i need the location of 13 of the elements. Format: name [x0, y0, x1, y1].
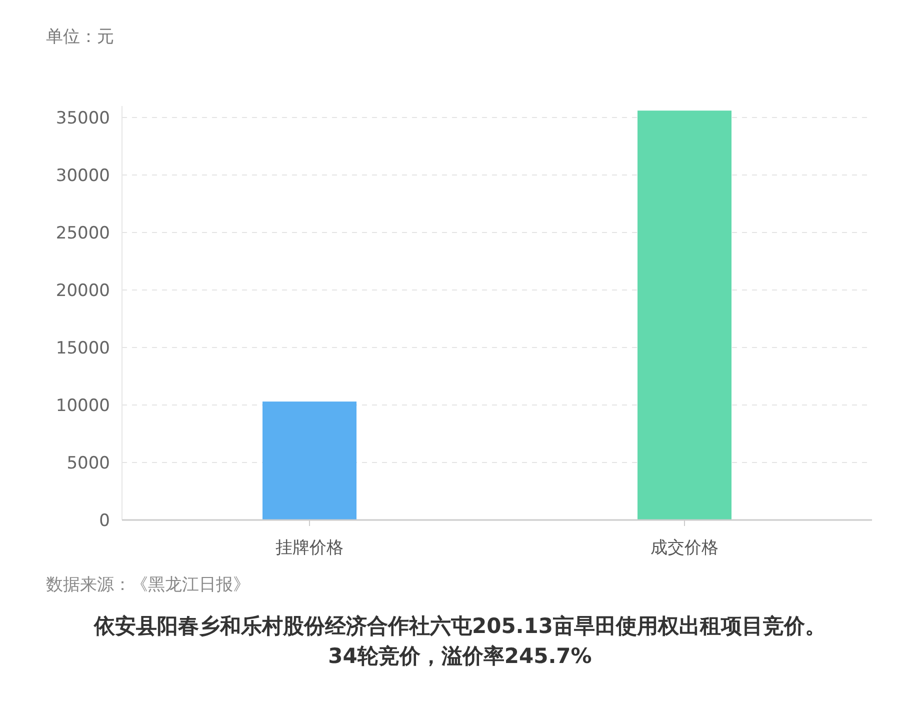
- y-tick-label: 0: [99, 511, 110, 531]
- y-tick-label: 35000: [56, 108, 110, 128]
- y-tick-label: 30000: [56, 166, 110, 186]
- source-note: 数据来源：《黑龙江日报》: [46, 575, 250, 595]
- text: 依安县阳春乡和乐村股份经济合作社六屯205.13亩旱田使用权出租项目竞价。34轮竞价，溢价率245.7%: [92, 614, 826, 668]
- y-tick-label: 10000: [56, 396, 110, 416]
- y-tick-label: 20000: [56, 281, 110, 301]
- y-tick-label: 5000: [66, 454, 110, 474]
- y-tick-label: 25000: [56, 224, 110, 244]
- y-axis-title: 单位：元: [46, 27, 114, 47]
- x-tick-label: 成交价格: [650, 538, 718, 558]
- x-tick-label: 挂牌价格: [276, 538, 344, 558]
- y-tick-label: 15000: [56, 338, 110, 358]
